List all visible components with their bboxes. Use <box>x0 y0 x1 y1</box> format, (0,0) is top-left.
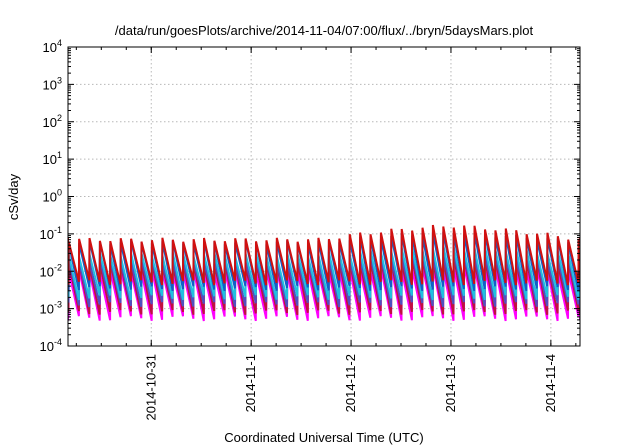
x-tick-label: 2014-11-1 <box>243 354 258 412</box>
y-tick-label: 101 <box>43 150 62 167</box>
ticks-group: 10-4 10-3 10-2 10-1 100 101 102 103 104 2014-10-3… <box>40 38 580 421</box>
x-tick-label: 2014-11-4 <box>543 354 558 412</box>
y-tick-label: 103 <box>43 75 62 92</box>
y-tick-label: 104 <box>43 38 62 55</box>
x-tick-label: 2014-11-2 <box>343 354 358 412</box>
plot-frame <box>67 46 581 347</box>
y-tick-label: 10-1 <box>40 225 62 242</box>
series-line <box>68 224 580 286</box>
x-axis-label: Coordinated Universal Time (UTC) <box>224 430 423 445</box>
y-tick-label: 100 <box>43 188 62 205</box>
x-tick-label: 2014-10-31 <box>143 354 158 421</box>
chart-title: /data/run/goesPlots/archive/2014-11-04/0… <box>115 23 534 38</box>
series-group <box>68 224 580 322</box>
y-tick-label: 10-2 <box>40 262 62 279</box>
y-tick-label: 10-4 <box>40 337 62 354</box>
y-axis-label: cSv/day <box>6 173 21 220</box>
x-tick-label: 2014-11-3 <box>443 354 458 412</box>
y-tick-label: 102 <box>43 113 62 130</box>
y-tick-label: 10-3 <box>40 300 62 317</box>
